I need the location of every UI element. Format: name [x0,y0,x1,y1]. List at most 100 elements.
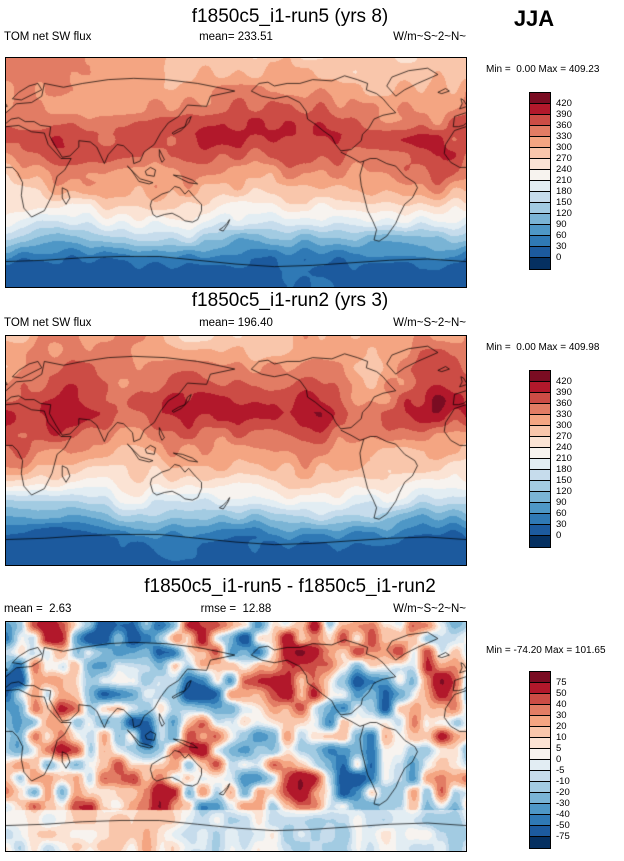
colorbar-tick-label: -30 [556,798,570,809]
colorbar-tick-label: 150 [556,197,572,208]
panel-run5: f1850c5_i1-run5 (yrs 8) TOM net SW flux … [0,0,624,288]
colorbar-tick-label: -10 [556,776,570,787]
colorbar-swatch [530,203,550,214]
colorbar-swatch [530,247,550,258]
colorbar-tick-label: -5 [556,765,565,776]
colorbar-tick-label: 20 [556,721,567,732]
colorbar-tick-label: 150 [556,475,572,486]
colorbar-swatch [530,159,550,170]
colorbar-swatch [530,148,550,159]
colorbar-tick-label: 90 [556,497,567,508]
colorbar-tick-label: -40 [556,809,570,820]
colorbar-tick-label: 420 [556,98,572,109]
colorbar-tick-label: 300 [556,142,572,153]
colorbar-tick-label: 360 [556,120,572,131]
colorbar-tick-label: 30 [556,241,567,252]
season-label: JJA [513,6,555,31]
colorbar-swatch [530,782,550,793]
colorbar-tick-label: 180 [556,464,572,475]
colorbar-tick-label: 240 [556,442,572,453]
colorbar-tick-label: 390 [556,109,572,120]
panel-difference: f1850c5_i1-run5 - f1850c5_i1-run2 mean =… [0,564,624,852]
panel-run2-variable-label: TOM net SW flux [4,317,92,329]
panel-difference-units-label: W/m~S~2~N~ [393,603,466,615]
colorbar-swatch [530,371,550,382]
colorbar-swatch [530,514,550,525]
colorbar-tick-label: 30 [556,519,567,530]
colorbar-swatch [530,738,550,749]
map-canvas-difference [5,621,467,852]
colorbar-swatch [530,749,550,760]
panel-difference-mean-label: mean = 2.63 [4,603,72,615]
colorbar-tick-label: 120 [556,486,572,497]
colorbar-swatch [530,683,550,694]
colorbar-swatches [529,370,551,548]
colorbar-swatch [530,225,550,236]
panel-run5-units-label: W/m~S~2~N~ [393,31,466,43]
colorbar-swatch [530,104,550,115]
colorbar-tick-label: -20 [556,787,570,798]
colorbar-swatch [530,459,550,470]
panel-run2-title: f1850c5_i1-run2 (yrs 3) [191,290,389,311]
panel-difference-minmax-label: Min = -74.20 Max = 101.65 [486,645,606,656]
colorbar-tick-label: -75 [556,831,570,842]
colorbar-swatch [530,804,550,815]
colorbar-tick-label: 330 [556,131,572,142]
colorbar-swatch [530,716,550,727]
panel-run2-mean-label: mean= 196.40 [199,317,273,329]
colorbar-tick-label: 0 [556,754,562,765]
colorbar-swatch [530,694,550,705]
colorbar-tick-label: 270 [556,153,572,164]
colorbar-swatch [530,492,550,503]
colorbar-swatch [530,727,550,738]
colorbar-swatch [530,170,550,181]
colorbar-swatch [530,815,550,826]
panel-run5-mean-label: mean= 233.51 [199,31,273,43]
colorbar-tick-label: 5 [556,743,562,754]
colorbar-swatch [530,258,550,269]
colorbar-tick-label: 10 [556,732,567,743]
colorbar-swatch [530,481,550,492]
colorbar-tick-label: 60 [556,230,567,241]
colorbar-swatch [530,137,550,148]
colorbar-tick-label: 120 [556,208,572,219]
colorbar-tick-label: 240 [556,164,572,175]
colorbar-tick-label: 0 [556,252,562,263]
colorbar-tick-label: 30 [556,710,567,721]
colorbar-swatch [530,503,550,514]
map-canvas-run5 [5,57,467,288]
colorbar-tick-label: 300 [556,420,572,431]
colorbar-swatch [530,236,550,247]
colorbar-tick-label: 60 [556,508,567,519]
colorbar-difference: 75 50 40 30 20 10 5 0 -5 -10 -20 -30 -40 -50 -75 [529,671,621,851]
colorbar-tick-label: 210 [556,453,572,464]
panel-run5-minmax-label: Min = 0.00 Max = 409.23 [486,64,600,75]
colorbar-swatch [530,93,550,104]
colorbar-tick-label: -50 [556,820,570,831]
colorbar-tick-label: 270 [556,431,572,442]
colorbar-run5: 420 390 360 330 300 270 240 210 180 150 120 90 60 30 0 [529,92,621,272]
colorbar-swatch [530,837,550,848]
colorbar-run2: 420 390 360 330 300 270 240 210 180 150 120 90 60 30 0 [529,370,621,550]
colorbar-swatch [530,115,550,126]
colorbar-swatch [530,214,550,225]
colorbar-tick-label: 90 [556,219,567,230]
colorbar-swatch [530,192,550,203]
colorbar-tick-label: 50 [556,688,567,699]
colorbar-swatch [530,415,550,426]
map-canvas-run2 [5,335,467,566]
colorbar-swatch [530,705,550,716]
panel-difference-title: f1850c5_i1-run5 - f1850c5_i1-run2 [144,576,436,597]
colorbar-tick-label: 75 [556,677,567,688]
colorbar-tick-label: 210 [556,175,572,186]
colorbar-swatch [530,404,550,415]
colorbar-swatch [530,525,550,536]
panel-run2-units-label: W/m~S~2~N~ [393,317,466,329]
colorbar-swatch [530,437,550,448]
colorbar-tick-label: 420 [556,376,572,387]
colorbar-swatches [529,92,551,270]
colorbar-swatch [530,760,550,771]
colorbar-swatch [530,470,550,481]
colorbar-swatch [530,793,550,804]
